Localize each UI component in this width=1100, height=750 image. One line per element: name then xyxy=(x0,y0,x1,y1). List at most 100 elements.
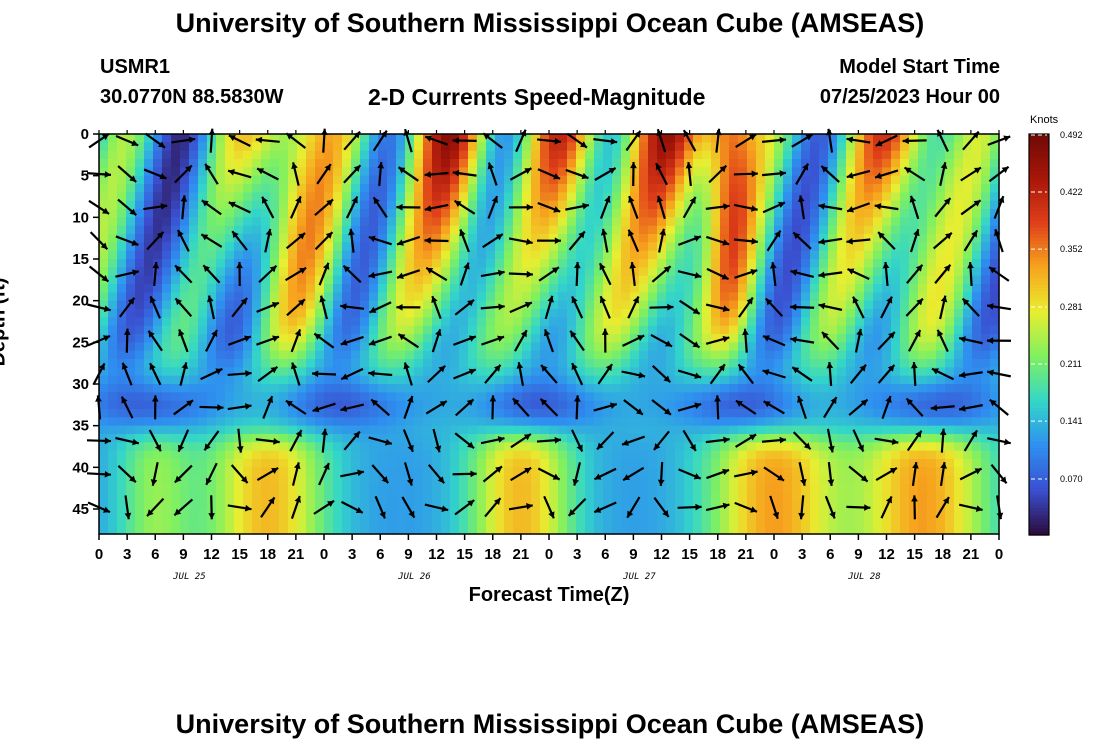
heat-cell xyxy=(477,234,487,243)
heat-cell xyxy=(243,284,253,293)
heat-cell xyxy=(477,292,487,302)
heat-cell xyxy=(585,367,595,377)
heat-cell xyxy=(810,317,820,327)
heat-cell xyxy=(288,425,298,435)
heat-cell xyxy=(873,509,883,518)
heat-cell xyxy=(927,342,937,352)
heat-cell xyxy=(288,392,298,402)
heat-cell xyxy=(828,175,838,185)
heat-cell xyxy=(801,242,811,252)
heat-cell xyxy=(882,175,892,185)
heat-cell xyxy=(792,509,802,518)
heat-cell xyxy=(495,525,505,535)
heat-cell xyxy=(477,259,487,268)
heat-cell xyxy=(846,150,856,160)
heat-cell xyxy=(936,292,946,302)
heat-cell xyxy=(639,434,649,443)
heat-cell xyxy=(459,242,469,252)
heat-cell xyxy=(702,175,712,185)
heat-cell xyxy=(783,292,793,302)
heat-cell xyxy=(423,484,433,493)
heat-cell xyxy=(324,525,334,535)
heat-cell xyxy=(342,484,352,493)
current-arrow xyxy=(236,428,244,453)
heat-cell xyxy=(990,317,1000,327)
heat-cell xyxy=(900,367,910,377)
heat-cell xyxy=(378,425,388,435)
heat-cell xyxy=(936,234,946,243)
current-arrow xyxy=(228,134,251,147)
heat-cell xyxy=(576,384,586,393)
heat-cell xyxy=(720,409,730,418)
heat-cell xyxy=(639,334,649,343)
heat-cell xyxy=(675,175,685,185)
current-arrow xyxy=(227,335,252,346)
heat-cell xyxy=(432,384,442,393)
heat-cell xyxy=(270,259,280,268)
heat-cell xyxy=(126,334,136,343)
heat-cell xyxy=(162,325,172,335)
heat-cell xyxy=(396,350,406,360)
heat-cell xyxy=(747,384,757,393)
heat-cell xyxy=(693,167,703,177)
heat-cell xyxy=(207,450,217,460)
heat-cell xyxy=(153,300,163,310)
heat-cell xyxy=(297,367,307,377)
heat-cell xyxy=(108,275,118,285)
heat-cell xyxy=(333,317,343,327)
heat-cell xyxy=(423,467,433,477)
heat-cell xyxy=(927,450,937,460)
heat-cell xyxy=(297,225,307,235)
heat-cell xyxy=(927,417,937,427)
heat-cell xyxy=(711,450,721,460)
heat-cell xyxy=(585,242,595,252)
heat-cell xyxy=(279,134,289,143)
heat-cell xyxy=(621,375,631,385)
heat-cell xyxy=(675,375,685,385)
heat-cell xyxy=(945,334,955,343)
heat-cell xyxy=(909,517,919,527)
heat-cell xyxy=(918,134,928,143)
heat-cell xyxy=(891,384,901,393)
heat-cell xyxy=(945,284,955,293)
heat-cell xyxy=(189,342,199,352)
heat-cell xyxy=(900,442,910,452)
heat-cell xyxy=(756,142,766,152)
heat-cell xyxy=(459,475,469,485)
heat-cell xyxy=(216,509,226,518)
heat-cell xyxy=(765,409,775,418)
heat-cell xyxy=(396,309,406,318)
heat-cell xyxy=(891,359,901,368)
heat-cell xyxy=(711,134,721,143)
heat-cell xyxy=(666,325,676,335)
heat-cell xyxy=(792,309,802,318)
heat-cell xyxy=(369,242,379,252)
heat-cell xyxy=(738,384,748,393)
heat-cell xyxy=(369,167,379,177)
current-arrow xyxy=(432,428,442,453)
heat-cell xyxy=(873,517,883,527)
heat-cell xyxy=(450,192,460,202)
heat-cell xyxy=(333,459,343,468)
heat-cell xyxy=(711,392,721,402)
heat-cell xyxy=(657,159,667,168)
heat-cell xyxy=(846,217,856,227)
heat-cell xyxy=(324,175,334,185)
heat-cell xyxy=(594,142,604,152)
heat-cell xyxy=(369,192,379,202)
heat-cell xyxy=(846,400,856,410)
heat-cell xyxy=(675,467,685,477)
heat-cell xyxy=(630,525,640,535)
current-arrow xyxy=(313,332,335,349)
heat-cell xyxy=(981,359,991,368)
heat-cell xyxy=(450,442,460,452)
heat-cell xyxy=(927,384,937,393)
heat-cell xyxy=(765,517,775,527)
heat-cell xyxy=(810,267,820,277)
heat-cell xyxy=(900,259,910,268)
heat-cell xyxy=(639,442,649,452)
heat-cell xyxy=(891,134,901,143)
heat-cell xyxy=(342,517,352,527)
heat-cell xyxy=(684,425,694,435)
heat-cell xyxy=(837,425,847,435)
